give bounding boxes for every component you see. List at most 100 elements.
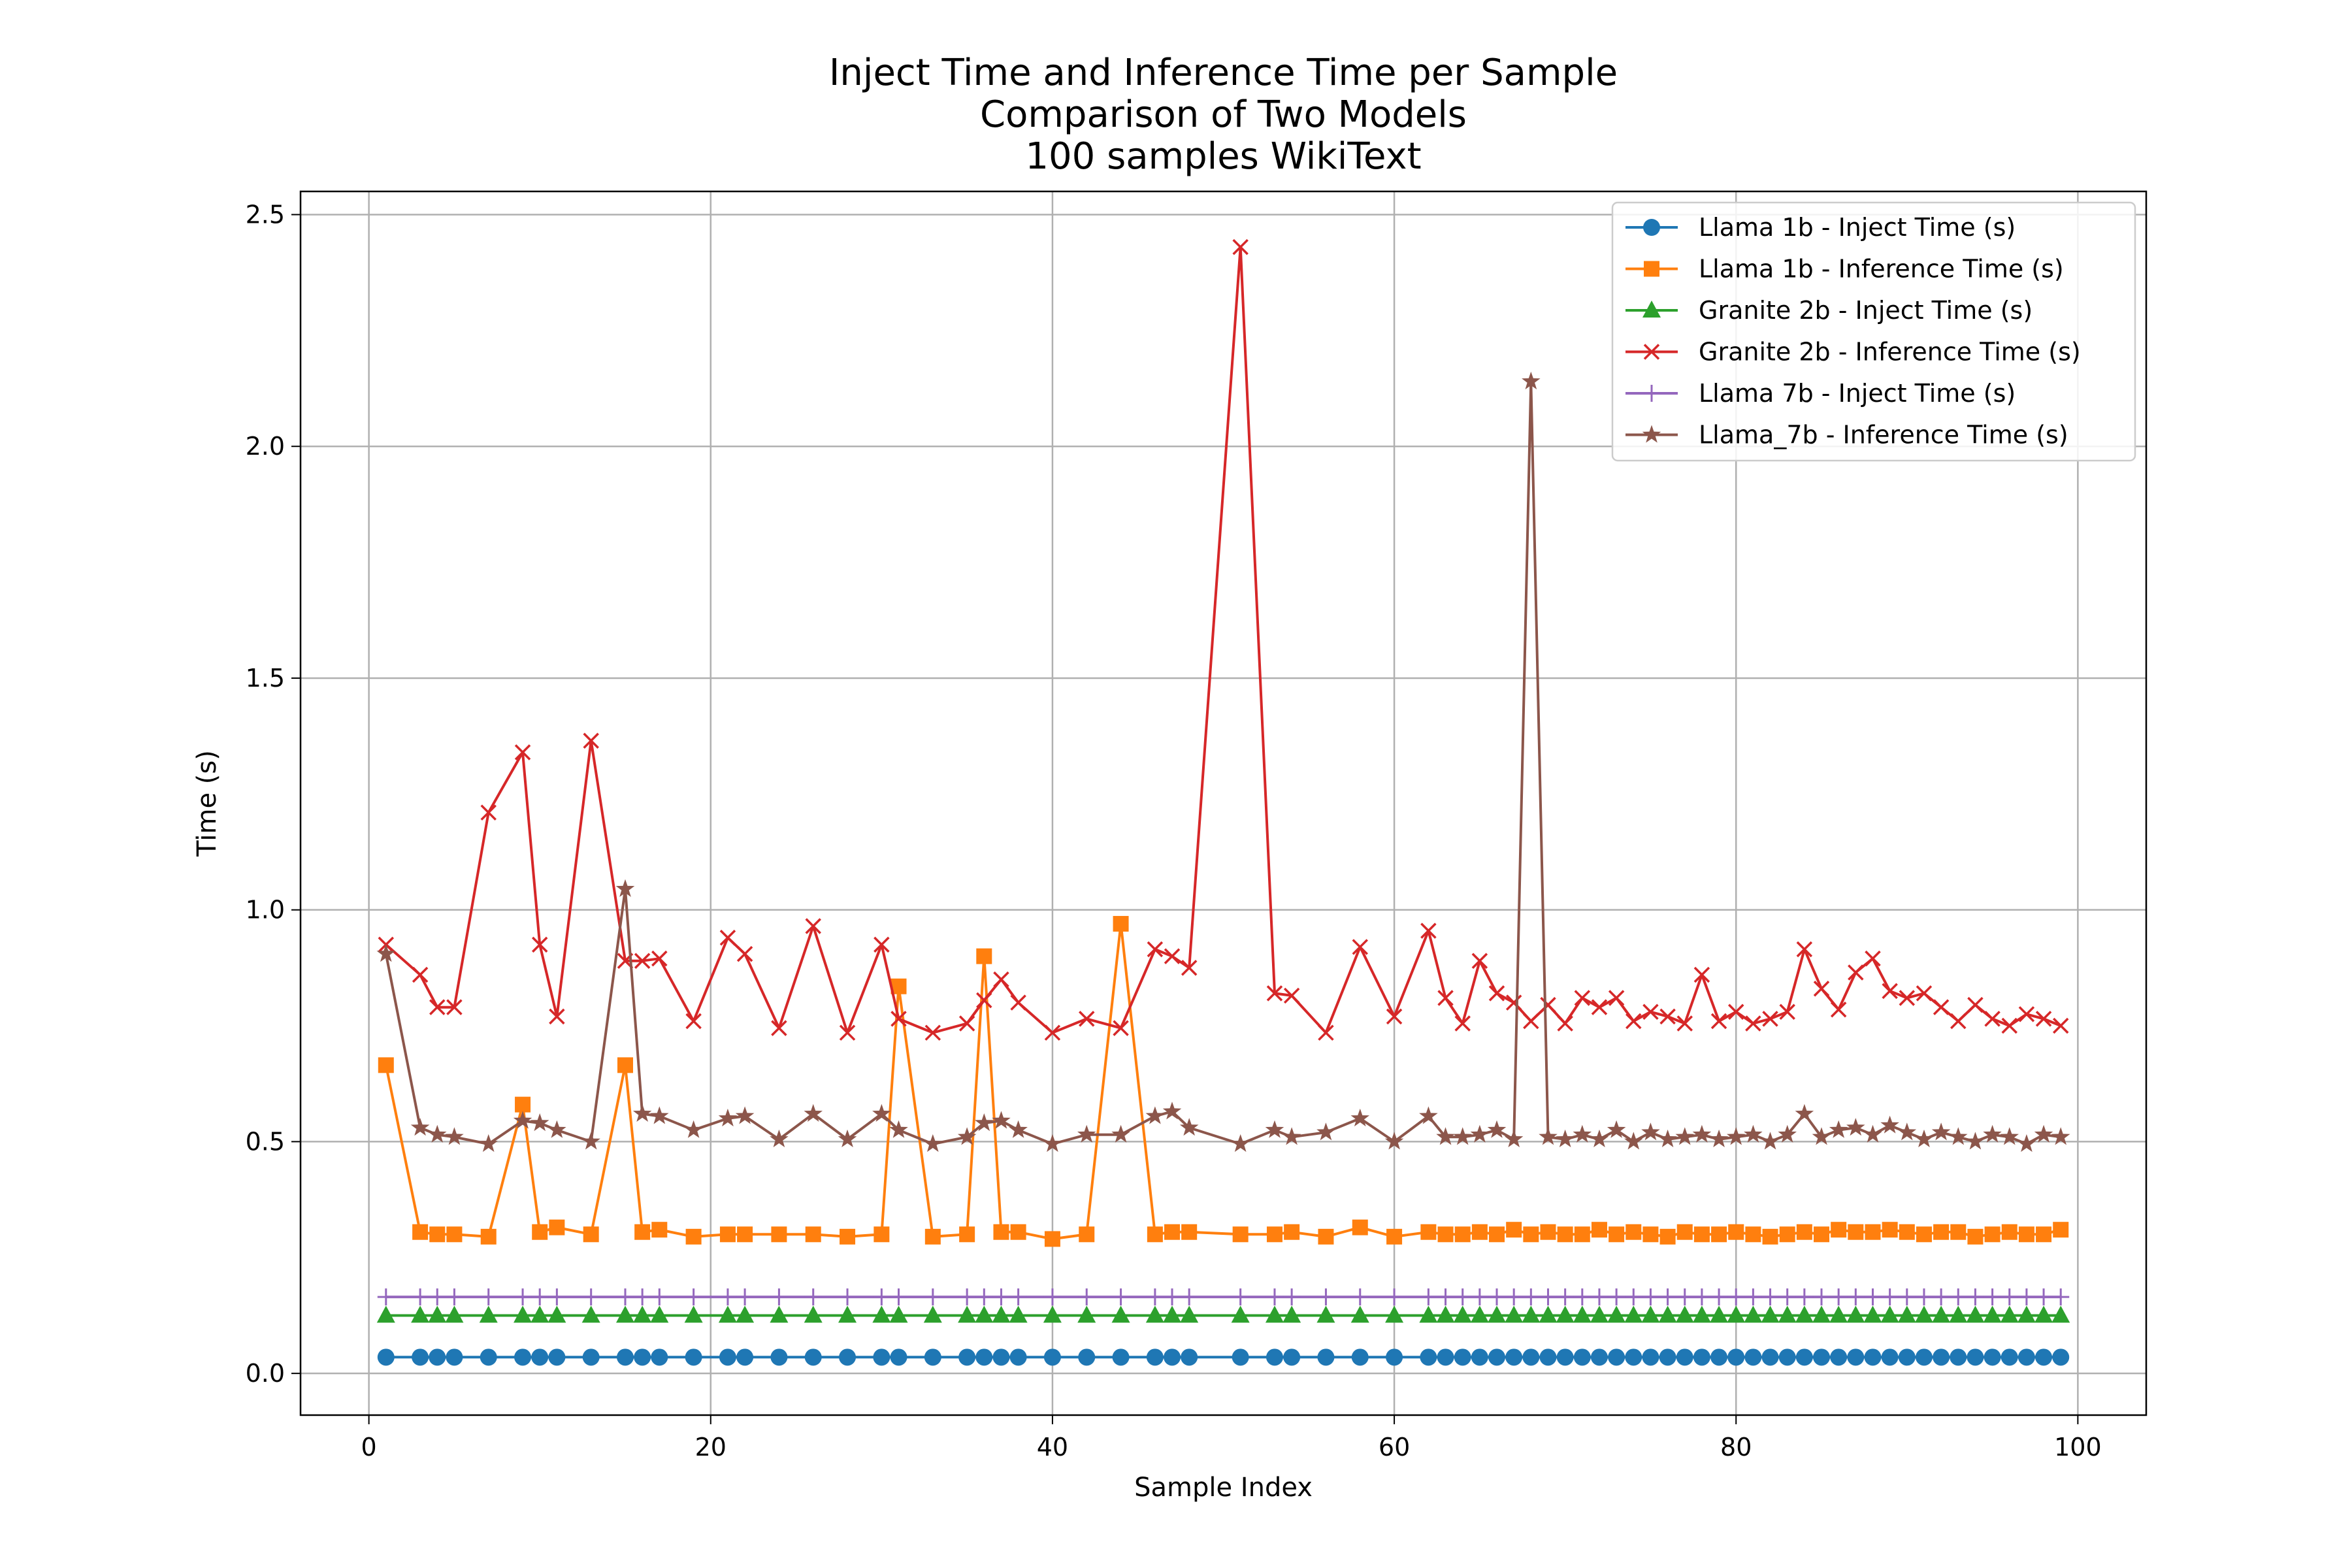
data-point [1796,941,1813,958]
y-tick-label: 1.0 [246,896,285,924]
data-point [1488,1348,1506,1366]
data-point [2052,1017,2069,1034]
data-point [1778,1124,1797,1143]
data-point [975,1305,994,1323]
data-point [1146,1348,1164,1366]
data-point [1607,1120,1626,1138]
data-point [1966,1132,1985,1150]
data-point [839,1288,857,1306]
data-point [1693,966,1710,983]
data-point [531,936,548,953]
data-point [736,1348,754,1366]
data-point [1950,1224,1967,1240]
data-point [1556,1129,1575,1147]
data-point [1009,1288,1027,1306]
data-point [1179,1118,1199,1136]
data-point [549,1219,565,1235]
data-point [685,1013,702,1030]
data-point [1181,1224,1198,1240]
data-point [634,1348,651,1366]
data-point [2001,1288,2018,1306]
data-point [1181,960,1198,976]
data-point [1350,1305,1369,1323]
series-3 [376,1305,2070,1323]
data-point [634,953,651,969]
data-point [1523,1013,1539,1030]
data-point [1795,1288,1813,1306]
data-point [923,1134,943,1152]
data-point [924,1024,941,1041]
y-tick-label: 1.5 [246,664,285,693]
data-point [1675,1127,1694,1145]
data-point [1863,1305,1882,1323]
data-point [1043,1348,1061,1366]
data-point [1864,1348,1882,1366]
data-point [2000,1305,2019,1323]
data-point [1915,1288,1933,1306]
data-point [1506,1222,1522,1238]
data-point [1147,1226,1163,1243]
data-point [804,1103,823,1122]
chart-title-line-1: Inject Time and Inference Time per Sampl… [828,52,1618,94]
data-point [719,930,736,946]
data-point [445,1127,464,1145]
legend-entry: Granite 2b - Inject Time (s) [1625,296,2033,325]
data-point [1727,1004,1744,1020]
data-point [1419,1106,1438,1124]
data-point [1932,1305,1951,1323]
data-point [1231,1305,1250,1323]
data-point [1829,1305,1848,1323]
data-point [1727,1288,1745,1306]
data-point [1471,1288,1488,1306]
data-point [804,1305,823,1323]
data-point [1659,1228,1676,1245]
data-point [1693,1226,1710,1243]
data-point [684,1120,703,1138]
data-point [1266,1288,1283,1306]
data-point [1848,1224,1864,1240]
data-point [1709,1129,1729,1147]
data-point [1897,1122,1917,1141]
data-point [1009,1305,1028,1323]
data-point [1933,1224,1950,1240]
data-point [685,1228,702,1245]
data-point [993,971,1009,988]
y-tick-label: 2.0 [246,432,285,461]
data-point [1420,1224,1437,1240]
data-point [531,1348,549,1366]
data-point [412,1348,429,1366]
data-point [446,1226,463,1243]
data-point [1625,1224,1642,1240]
data-point [958,1348,976,1366]
data-point [582,1348,600,1366]
data-point [1522,1288,1540,1306]
data-point [1112,1348,1130,1366]
data-point [1265,1120,1284,1138]
data-point [1795,1348,1813,1366]
data-point [651,1348,668,1366]
data-point [1762,1011,1778,1027]
data-point [1352,1219,1368,1235]
legend-entry: Llama 1b - Inject Time (s) [1625,213,2016,242]
legend-marker [1644,261,1659,277]
data-point [1676,1288,1693,1306]
data-point [1608,1348,1625,1366]
data-point [959,1226,975,1243]
data-point [992,1305,1011,1323]
data-point [923,1305,942,1323]
data-point [1846,1118,1865,1136]
legend-entry: Llama 1b - Inference Time (s) [1625,255,2064,284]
data-point [1761,1132,1780,1150]
data-point [616,1348,634,1366]
data-point [975,1288,993,1306]
data-point [1318,1228,1334,1245]
data-point [1778,1348,1796,1366]
data-point [1265,1305,1284,1323]
legend-marker [1643,385,1660,402]
data-point [1846,1305,1865,1323]
data-point [770,1288,788,1306]
y-tick-label: 0.0 [246,1359,285,1388]
data-point [1044,1231,1060,1247]
data-point [1813,1288,1831,1306]
data-point [1437,1348,1454,1366]
